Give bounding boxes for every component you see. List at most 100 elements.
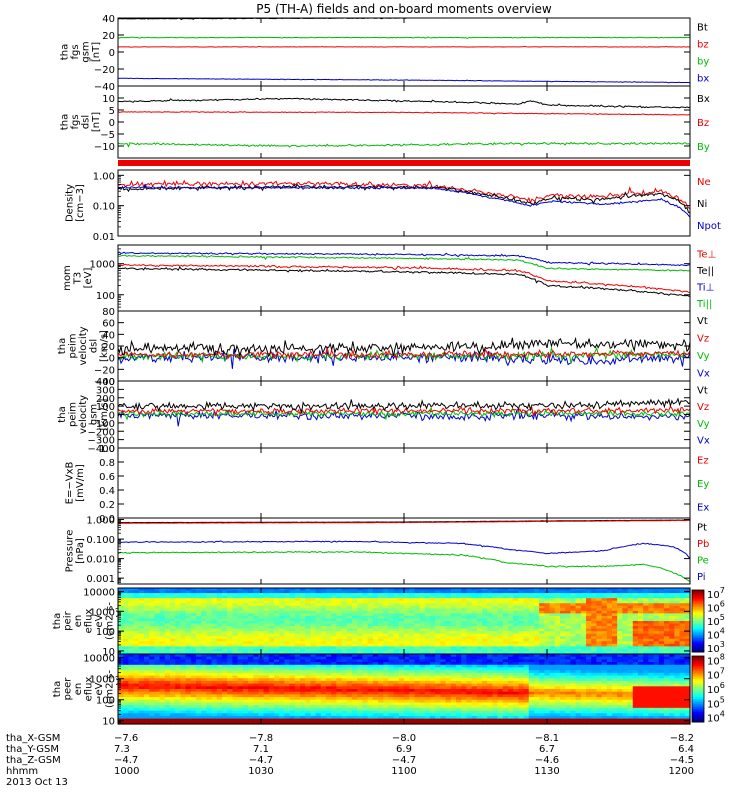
spectrogram-cell (393, 608, 400, 612)
spectrogram-cell (398, 608, 405, 612)
spectrogram-cell (570, 593, 577, 597)
spectrogram-cell (336, 646, 343, 650)
spectrogram-cell (227, 654, 233, 658)
spectrogram-cell (627, 603, 634, 607)
spectrogram-cell (274, 691, 280, 695)
spectrogram-cell (232, 588, 239, 592)
spectrogram-cell (669, 605, 675, 609)
spectrogram-cell (154, 605, 161, 609)
spectrogram-cell (430, 636, 436, 640)
spectrogram-cell (393, 646, 400, 650)
spectrogram-cell (310, 593, 317, 597)
spectrogram-cell (435, 678, 441, 682)
spectrogram-cell (164, 631, 171, 635)
spectrogram-cell (502, 590, 509, 594)
spectrogram-cell (424, 654, 431, 658)
spectrogram-cell (294, 595, 301, 599)
spectrogram-cell (450, 600, 457, 604)
spectrogram-cell (211, 646, 218, 650)
spectrogram-cell (528, 610, 535, 614)
spectrogram-cell (248, 615, 254, 620)
spectrogram-cell (476, 610, 483, 614)
spectrogram-cell (580, 593, 587, 597)
spectrogram-cell (534, 641, 540, 645)
spectrogram-cell (674, 608, 681, 612)
spectrogram-cell (591, 631, 597, 635)
spectrogram-cell (606, 628, 613, 632)
spectrogram-cell (154, 588, 161, 592)
spectrogram-cell (300, 659, 306, 663)
spectrogram-cell (190, 721, 197, 725)
spectrogram-cell (175, 721, 181, 725)
spectrogram-cell (627, 643, 634, 647)
spectrogram-cell (232, 710, 239, 714)
spectrogram-cell (372, 643, 379, 647)
spectrogram-cell (294, 713, 301, 717)
spectrogram-cell (404, 618, 410, 622)
spectrogram-cell (575, 623, 582, 627)
spectrogram-cell (258, 702, 265, 706)
spectrogram-cell (232, 683, 239, 687)
spectrogram-cell (565, 638, 571, 642)
spectrogram-cell (190, 691, 197, 695)
spectrogram-cell (492, 646, 499, 650)
spectrogram-cell (404, 697, 410, 701)
spectrogram-cell (289, 636, 296, 640)
spectrogram-cell (388, 680, 395, 685)
spectrogram-cell (643, 623, 649, 627)
spectrogram-cell (409, 691, 415, 695)
spectrogram-cell (326, 628, 332, 632)
spectrogram-cell (476, 598, 483, 602)
spectrogram-cell (419, 675, 426, 679)
spectrogram-cell (534, 623, 540, 627)
spectrogram-cell (430, 702, 436, 706)
spectrogram-cell (154, 715, 161, 720)
spectrogram-cell (404, 638, 410, 642)
spectrogram-cell (274, 608, 280, 612)
spectrogram-cell (378, 590, 384, 594)
spectrogram-cell (341, 721, 348, 725)
spectrogram-cell (123, 675, 129, 679)
spectrogram-cell (575, 646, 582, 650)
spectrogram-cell (159, 659, 166, 663)
ylabel-line: [cm−3] (75, 184, 86, 222)
colorbar-cell (692, 611, 704, 614)
spectrogram-cell (180, 633, 187, 637)
spectrogram-cell (305, 656, 311, 660)
spectrogram-cell (461, 603, 467, 607)
spectrogram-cell (248, 721, 254, 725)
spectrogram-cell (284, 702, 291, 706)
spectrogram-cell (138, 664, 145, 669)
spectrogram-cell (294, 608, 301, 612)
spectrogram-cell (144, 654, 150, 658)
spectrogram-cell (149, 646, 155, 650)
spectrogram-cell (305, 683, 311, 687)
spectrogram-cell (175, 631, 181, 635)
spectrogram-cell (596, 636, 603, 640)
spectrogram-cell (175, 707, 181, 712)
spectrogram-cell (274, 595, 280, 599)
spectrogram-cell (601, 628, 608, 632)
spectrogram-cell (383, 686, 389, 690)
spectrogram-cell (466, 598, 473, 602)
spectrogram-cell (310, 603, 317, 607)
spectrogram-cell (170, 691, 176, 695)
spectrogram-cell (508, 613, 514, 617)
spectrogram-cell (388, 603, 395, 607)
spectrogram-cell (164, 598, 171, 602)
spectrogram-cell (627, 621, 634, 625)
spectrogram-cell (185, 721, 192, 725)
spectrogram-cell (164, 646, 171, 650)
spectrogram-cell (378, 659, 384, 663)
spectrogram-cell (315, 694, 322, 698)
spectrogram-cell (430, 610, 436, 614)
spectrogram-cell (606, 643, 613, 647)
spectrogram-cell (336, 643, 343, 647)
spectrogram-cell (320, 636, 327, 640)
spectrogram-cell (284, 672, 291, 677)
spectrogram-cell (596, 648, 603, 653)
spectrogram-cell (315, 715, 322, 720)
spectrogram-cell (679, 626, 686, 630)
spectrogram-cell (263, 715, 270, 720)
